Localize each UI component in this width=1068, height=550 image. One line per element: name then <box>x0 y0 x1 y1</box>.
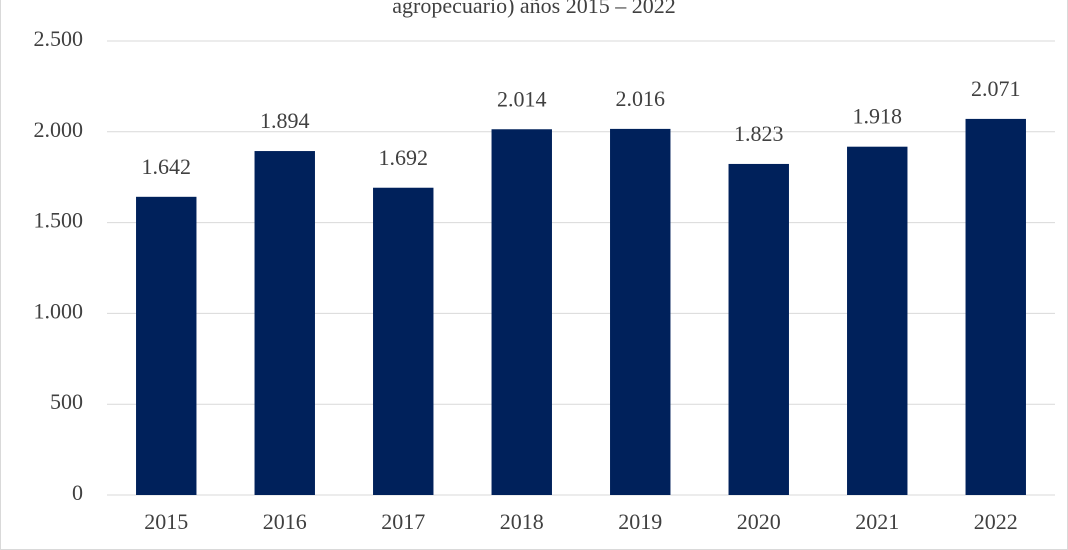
bar <box>728 163 789 495</box>
y-tick-label: 2.500 <box>34 26 84 51</box>
bar <box>254 151 315 495</box>
y-tick-label: 2.000 <box>34 117 84 142</box>
x-tick-label: 2018 <box>500 509 544 534</box>
bar <box>136 196 197 495</box>
data-label: 2.071 <box>971 76 1021 101</box>
bar <box>965 118 1026 495</box>
data-label: 1.642 <box>142 154 192 179</box>
y-tick-label: 0 <box>72 480 83 505</box>
bar <box>847 146 908 495</box>
x-tick-label: 2015 <box>144 509 188 534</box>
data-label: 1.692 <box>379 145 429 170</box>
data-label: 2.016 <box>616 86 666 111</box>
data-label: 1.894 <box>260 108 310 133</box>
y-tick-label: 1.500 <box>34 208 84 233</box>
bar <box>491 129 552 495</box>
chart-title: agropecuario) años 2015 – 2022 <box>392 0 675 18</box>
bar <box>373 187 434 496</box>
y-tick-label: 500 <box>50 389 83 414</box>
x-tick-label: 2021 <box>855 509 899 534</box>
x-tick-label: 2019 <box>618 509 662 534</box>
y-tick-label: 1.000 <box>34 298 84 323</box>
data-label: 1.918 <box>853 104 903 129</box>
x-tick-label: 2020 <box>737 509 781 534</box>
data-label: 2.014 <box>497 86 547 111</box>
x-tick-label: 2016 <box>263 509 307 534</box>
bar <box>610 128 671 495</box>
data-label: 1.823 <box>734 121 784 146</box>
x-tick-label: 2022 <box>974 509 1018 534</box>
x-tick-label: 2017 <box>381 509 425 534</box>
